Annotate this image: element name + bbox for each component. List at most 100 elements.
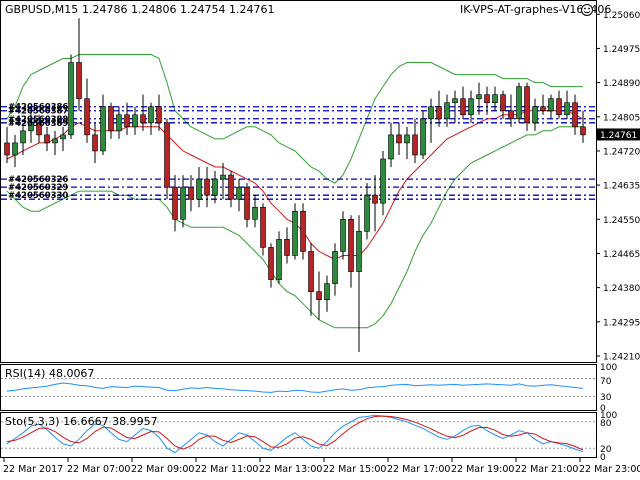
candle-body [92,134,98,152]
candle [148,102,154,135]
candle-body [436,106,442,120]
candle [180,175,186,228]
order-label: #420560388 [8,115,68,125]
symbol-label: GBPUSD,M15 [5,3,78,16]
candle [356,215,362,352]
candle [292,203,298,260]
candle [140,94,146,131]
candle-body [44,134,50,144]
order-label: #420560330 [8,191,68,201]
time-tick-label: 22 Mar 07:00 [67,464,130,475]
candle [4,126,10,164]
candle [196,167,202,208]
rsi-panel[interactable]: RSI(14) 48.0067 100 70 30 0 [0,363,618,414]
price-tag-bg [597,128,640,141]
candle-body [372,194,378,204]
candle [228,171,234,208]
candle-body [244,186,250,220]
candle [372,175,378,232]
candle-body [148,106,154,124]
candle-body [172,186,178,220]
candle-body [508,110,514,120]
sto-axis: 100 80 20 0 [600,411,617,463]
candle-body [124,114,130,128]
candle [540,94,546,115]
candle [556,90,562,119]
candle [244,183,250,228]
candle-body [308,251,314,292]
candle [300,203,306,260]
candle [564,90,570,119]
candle-body [260,206,266,248]
sto-tick: 0 [600,453,606,463]
candle-body [396,134,402,144]
smiley-icon[interactable] [581,4,593,16]
candle [44,126,50,151]
time-tick-label: 22 Mar 19:00 [451,464,514,475]
candle-body [540,106,546,112]
time-tick-label: 22 Mar 11:00 [195,464,258,475]
candle [212,171,218,204]
candle-body [492,94,498,104]
candle [188,175,194,212]
price-tick-label: 1.24805 [603,113,640,123]
sto-main-line [6,414,584,454]
candle [220,163,226,200]
candle [476,82,482,115]
time-tick-label: 22 Mar 23:00 [579,464,640,475]
price-tick-label: 1.25060 [603,11,640,21]
price-tick-label: 1.24295 [603,318,640,328]
candle-body [36,122,42,136]
candle-body [556,98,562,116]
candle-body [316,291,322,300]
sto-label: Sto(5,3,3) 16.6667 38.9957 [5,415,158,428]
candle-body [156,106,162,124]
candle-body [300,210,306,252]
candle [20,122,26,155]
candle-body [276,239,282,280]
candle [492,86,498,111]
time-tick-label: 22 Mar 2017 [3,464,63,475]
candle-body [380,158,386,204]
candle [164,118,170,200]
candle-body [52,138,58,144]
candle [516,82,522,123]
candle [340,211,346,260]
candle [260,203,266,256]
rsi-tick: 0 [600,404,606,414]
candle-body [292,210,298,256]
candle-body [324,283,330,300]
candle-body [516,86,522,120]
sto-panel[interactable]: Sto(5,3,3) 16.6667 38.9957 100 80 20 0 [0,411,618,463]
candle-body [228,174,234,200]
candle [412,118,418,164]
candle [548,94,554,119]
time-axis: 22 Mar 2017 22 Mar 07:00 22 Mar 09:00 22 Ma… [3,458,640,475]
candle-body [84,98,90,136]
candle [52,130,58,155]
candle [204,167,210,208]
candle [84,78,90,143]
sto-tick: 80 [600,419,612,429]
candle [524,82,530,131]
candle [156,94,162,131]
candle [308,243,314,316]
candle [332,243,338,296]
candle [500,90,506,119]
order-label: #420560326 [8,175,68,185]
rsi-levels [1,378,596,397]
candle [388,122,394,168]
candle-body [220,174,226,180]
price-panel[interactable]: 1.25060 1.24975 1.24890 1.24805 1.24720 1.246… [0,0,640,363]
order-label: #420560387 [8,107,68,117]
rsi-tick: 100 [600,363,617,373]
candle-body [580,126,586,136]
order-labels: #420560386#420560387#420560388#420560389… [8,103,68,201]
candle-body [212,178,218,196]
candle [436,90,442,127]
expert-name: IK-VPS-AT-graphes-V160406 [460,3,611,16]
candle-body [68,62,74,136]
candle-body [572,102,578,128]
candle [316,271,322,320]
